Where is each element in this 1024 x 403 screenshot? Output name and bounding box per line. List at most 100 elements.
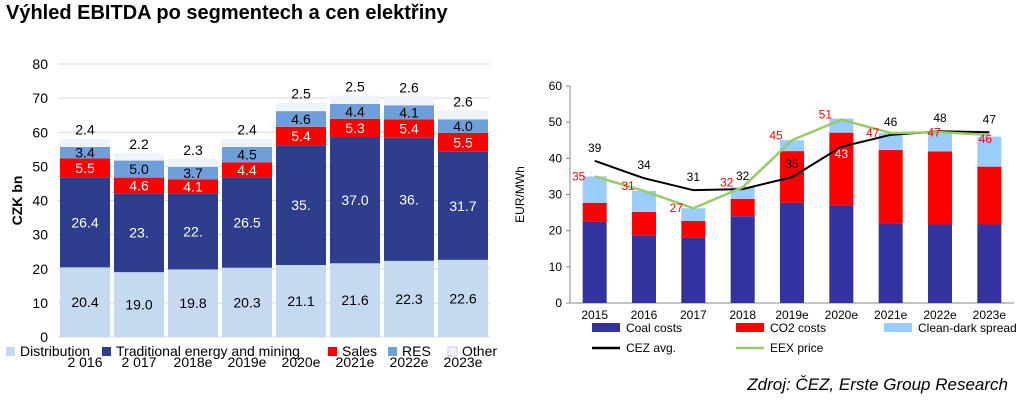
legend-swatch: [736, 323, 764, 332]
bar-segment-res: [222, 146, 272, 163]
data-label: 22.3: [395, 291, 422, 307]
legend-label: Sales: [342, 343, 377, 359]
bar-segment-traditional: [276, 145, 326, 265]
data-label: 32: [720, 175, 734, 189]
x-tick-label: 2017: [680, 308, 707, 322]
data-label: 4.1: [399, 104, 419, 120]
x-tick-label: 2016: [631, 308, 658, 322]
data-label: 5.4: [291, 128, 311, 144]
bar-segment-other: [384, 96, 434, 106]
y-tick-label: 70: [32, 90, 48, 106]
data-label: 43: [835, 147, 849, 161]
data-label: 31: [687, 170, 701, 184]
bar-segment-traditional: [222, 177, 272, 268]
y-tick-label: 10: [549, 260, 563, 274]
bar-segment-sales: [114, 177, 164, 194]
legend-label: RES: [402, 343, 431, 359]
y-tick-label: 20: [549, 224, 563, 238]
legend-swatch: [328, 347, 337, 356]
data-label: 4.1: [183, 178, 203, 194]
x-tick-label: 2015: [581, 308, 608, 322]
bar-segment-coal: [878, 223, 903, 303]
data-label: 3.7: [183, 165, 203, 181]
bar-segment-other: [330, 95, 380, 104]
bar-segment-sales: [276, 126, 326, 146]
bar-segment-traditional: [168, 193, 218, 270]
legend-swatch: [447, 346, 458, 357]
legend-label: EEX price: [770, 341, 824, 355]
data-label: 2.5: [291, 86, 311, 102]
data-label: 23.: [129, 225, 148, 241]
data-label: 47: [983, 112, 997, 126]
x-tick-label: 2023e: [973, 308, 1007, 322]
bar-segment-coal: [829, 205, 854, 303]
bar-segment-sales: [60, 158, 110, 178]
y-axis-label: EUR/MWh: [513, 166, 527, 223]
y-tick-label: 50: [549, 115, 563, 129]
bar-segment-co2: [681, 220, 706, 238]
data-label: 19.8: [179, 295, 206, 311]
bar-segment-sales: [384, 119, 434, 138]
legend-swatch: [592, 323, 620, 332]
data-label: 48: [933, 111, 947, 125]
x-tick-label: 2020e: [282, 354, 321, 370]
data-label: 3.4: [75, 145, 95, 161]
y-tick-label: 0: [40, 329, 48, 345]
data-label: 47: [927, 125, 941, 139]
bar-segment-coal: [977, 224, 1002, 303]
data-label: 35: [785, 157, 799, 171]
data-label: 5.0: [129, 161, 149, 177]
y-tick-label: 80: [32, 56, 48, 72]
y-tick-label: 40: [32, 193, 48, 209]
bar-segment-co2: [878, 150, 903, 224]
x-tick-label: 2019e: [775, 308, 809, 322]
bar-segment-coal: [632, 235, 656, 303]
bar-segment-co2: [928, 151, 952, 225]
x-tick-label: 2 016: [67, 354, 102, 370]
data-label: 22.: [183, 223, 202, 239]
data-label: 27: [670, 201, 684, 215]
bar-segment-coal: [730, 216, 755, 303]
bar-segment-distribution: [438, 259, 488, 337]
data-label: 5.5: [75, 160, 95, 176]
x-tick-label: 2021e: [336, 354, 375, 370]
legend-label: Distribution: [20, 343, 90, 359]
bar-segment-sales: [330, 118, 380, 138]
data-label: 35.: [291, 197, 310, 213]
bar-segment-traditional: [384, 137, 434, 261]
data-label: 4.6: [129, 177, 149, 193]
data-label: 39: [588, 141, 602, 155]
y-tick-label: 20: [32, 261, 48, 277]
bar-segment-distribution: [276, 264, 326, 337]
legend-label: Clean-dark spread: [918, 321, 1017, 335]
source-note: Zdroj: ČEZ, Erste Group Research: [747, 375, 1008, 394]
y-tick-label: 60: [32, 124, 48, 140]
bar-segment-distribution: [222, 267, 272, 337]
bar-segment-other: [114, 153, 164, 161]
bar-segment-coal: [681, 237, 706, 303]
bar-segment-res: [114, 160, 164, 178]
bar-segment-distribution: [60, 267, 110, 337]
bar-segment-other: [276, 102, 326, 112]
data-label: 20.3: [233, 294, 260, 310]
bar-segment-distribution: [330, 263, 380, 337]
data-label: 35: [572, 169, 586, 183]
bar-segment-clean_dark: [928, 133, 952, 152]
data-label: 32: [736, 169, 750, 183]
bar-segment-coal: [582, 221, 607, 303]
data-label: 2.6: [453, 93, 473, 109]
data-label: 21.6: [341, 292, 368, 308]
y-tick-label: 50: [32, 158, 48, 174]
legend-swatch: [6, 347, 15, 356]
bar-segment-distribution: [114, 272, 164, 337]
data-label: 4.6: [291, 111, 311, 127]
bar-segment-other: [168, 158, 218, 167]
bar-segment-res: [276, 111, 326, 127]
bar-segment-res: [438, 119, 488, 133]
legend-label: Other: [462, 343, 497, 359]
data-label: 5.5: [453, 134, 473, 150]
data-label: 46: [884, 115, 898, 129]
data-label: 46: [979, 132, 993, 146]
data-label: 2.6: [399, 79, 419, 95]
bar-segment-distribution: [168, 269, 218, 337]
